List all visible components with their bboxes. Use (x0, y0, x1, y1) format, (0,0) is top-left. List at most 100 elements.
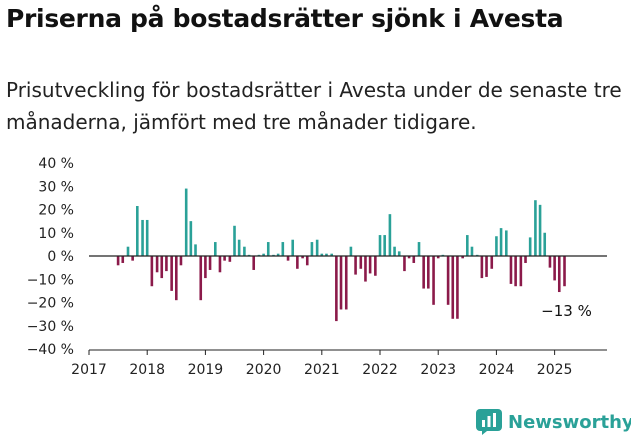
bar (456, 256, 459, 319)
bar (116, 256, 120, 266)
page-title: Priserna på bostadsrätter sjönk i Avesta (6, 4, 564, 33)
x-tick-label: 2018 (129, 362, 165, 378)
bar (563, 256, 566, 287)
bar (228, 256, 232, 262)
bar (403, 256, 406, 272)
bar (417, 242, 421, 256)
bar (451, 256, 455, 319)
bar (378, 235, 382, 256)
bar (548, 256, 552, 268)
y-tick-label: 0 % (47, 249, 74, 265)
y-tick-label: 30 % (38, 179, 74, 195)
bar (446, 256, 450, 305)
bar (252, 256, 256, 270)
bar-chart-logo-icon (476, 409, 502, 435)
bar (296, 256, 299, 269)
bar (368, 256, 372, 274)
chart-subtitle: Prisutveckling för bostadsrätter i Avest… (6, 78, 622, 134)
y-tick-label: −30 % (27, 319, 74, 335)
y-tick-label: 40 % (38, 156, 74, 172)
y-tick-label: −10 % (27, 272, 74, 288)
bar (315, 239, 319, 256)
latest-value-annotation: −13 % (541, 302, 592, 320)
y-tick-label: 20 % (38, 203, 74, 219)
x-axis-ticks: 2017 2018 2019 2020 2021 2022 2023 2024 2025 (71, 350, 572, 378)
bar (490, 256, 494, 269)
bar (310, 242, 314, 256)
bar (126, 246, 130, 256)
bar (281, 242, 285, 256)
bar (131, 256, 134, 261)
bar (422, 256, 425, 289)
bar (480, 256, 484, 279)
bar (189, 221, 193, 257)
bar (320, 253, 324, 256)
bar (233, 225, 236, 256)
bar (397, 251, 401, 256)
bar (505, 230, 508, 256)
bar (461, 256, 464, 259)
bar (383, 235, 386, 256)
bar (145, 219, 149, 256)
bar (485, 256, 488, 277)
x-tick-label: 2025 (537, 362, 573, 378)
bar (538, 204, 542, 256)
bar (160, 256, 164, 279)
bar (519, 256, 523, 287)
bar (470, 246, 474, 256)
bar (301, 256, 304, 259)
bar-chart: −40 %−30 %−20 %−10 %0 %10 %20 %30 %40 % … (27, 156, 607, 378)
y-axis-ticks: −40 % −30 % −20 % −10 % 0 % 10 % 20 % 30 % 40 % (27, 156, 74, 358)
bar (499, 228, 503, 256)
bar (432, 256, 435, 305)
x-tick-label: 2021 (304, 362, 340, 378)
bar (286, 256, 290, 261)
bar (354, 256, 357, 275)
bar (266, 242, 270, 256)
bar (325, 253, 328, 256)
bar (179, 256, 183, 266)
bar (436, 256, 440, 259)
bar (374, 256, 377, 276)
bar (349, 246, 353, 256)
bar (534, 200, 537, 256)
bar (514, 256, 517, 287)
x-tick-label: 2022 (362, 362, 398, 378)
bar (344, 256, 348, 310)
bar (557, 256, 561, 293)
bar (194, 244, 197, 257)
bar (335, 256, 338, 322)
bar (407, 256, 411, 259)
bar (364, 256, 367, 282)
bar (204, 256, 207, 279)
bar (237, 239, 241, 256)
bar (136, 206, 139, 256)
bar (214, 242, 217, 256)
bar (509, 256, 513, 284)
bar (466, 235, 469, 256)
bars (116, 188, 566, 322)
bar (184, 188, 188, 256)
newsworthy-logo: Newsworthy (476, 408, 631, 436)
bar (165, 256, 168, 272)
bar (223, 256, 226, 261)
bar (141, 219, 144, 256)
bar (427, 256, 430, 289)
x-tick-label: 2020 (246, 362, 282, 378)
bar (276, 253, 280, 256)
bar (291, 239, 295, 256)
x-tick-label: 2019 (188, 362, 224, 378)
bar (339, 256, 343, 310)
bar (524, 256, 527, 263)
bar (243, 246, 246, 256)
bar (388, 214, 392, 256)
bar (393, 246, 396, 256)
y-tick-label: −40 % (27, 342, 74, 358)
bar (155, 256, 159, 273)
bar (170, 256, 173, 291)
bar (262, 253, 265, 256)
bar (218, 256, 222, 273)
bar (553, 256, 556, 281)
bar (412, 256, 416, 263)
bar (495, 236, 498, 256)
